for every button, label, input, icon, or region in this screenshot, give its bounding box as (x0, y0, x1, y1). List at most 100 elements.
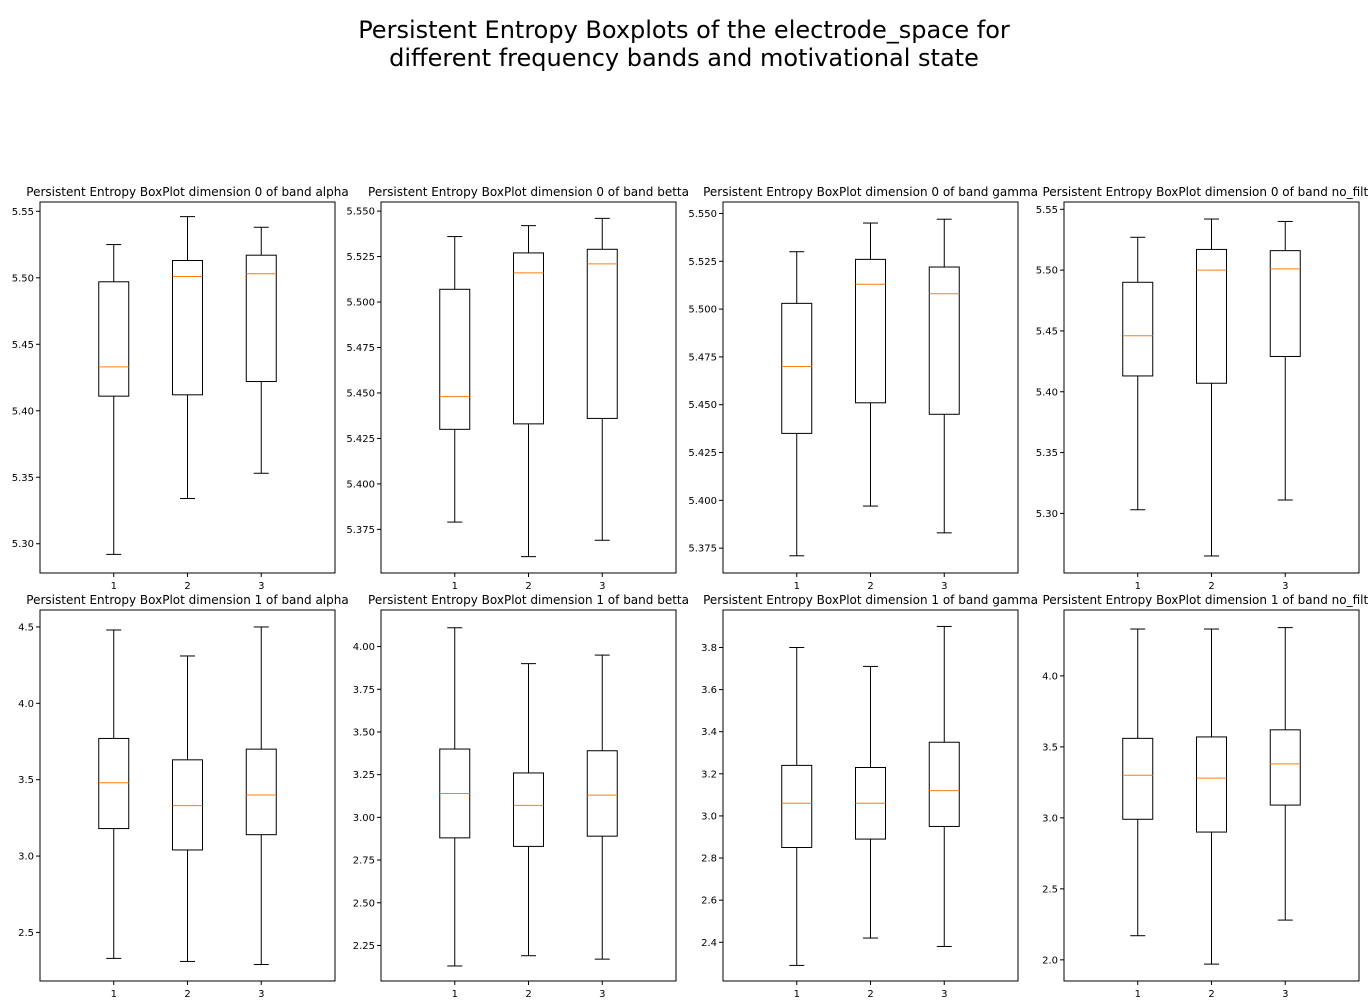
y-tick-label: 2.5 (18, 928, 34, 939)
y-tick-label: 5.500 (346, 298, 375, 309)
y-tick-label: 5.400 (688, 496, 717, 507)
y-tick-label: 5.40 (1036, 387, 1058, 398)
y-tick-label: 2.50 (353, 898, 375, 909)
box-2 (855, 222, 886, 507)
y-tick-label: 5.475 (688, 352, 717, 363)
axes-frame (39, 201, 336, 574)
x-tick-label: 2 (1208, 581, 1214, 592)
y-tick-label: 5.450 (688, 400, 717, 411)
iqr-box (439, 288, 471, 430)
y-tick-label: 3.0 (18, 852, 34, 863)
y-tick-label: 5.30 (12, 539, 34, 550)
box-3 (928, 218, 960, 534)
y-tick-label: 2.0 (1042, 955, 1058, 966)
iqr-box (98, 737, 130, 830)
subplot-title: Persistent Entropy BoxPlot dimension 1 o… (1042, 593, 1368, 607)
iqr-box (1196, 248, 1227, 384)
x-tick-label: 2 (525, 989, 531, 1000)
axes-frame (1063, 609, 1360, 982)
y-tick-label: 5.50 (12, 273, 34, 284)
y-tick-label: 5.45 (12, 340, 34, 351)
y-tick-label: 3.0 (701, 811, 717, 822)
y-tick-label: 3.75 (353, 685, 375, 696)
iqr-box (855, 258, 886, 404)
x-tick-label: 2 (867, 989, 873, 1000)
iqr-box (245, 748, 277, 836)
iqr-box (781, 764, 813, 849)
subplot-title: Persistent Entropy BoxPlot dimension 0 o… (26, 185, 348, 199)
y-tick-label: 3.4 (701, 727, 717, 738)
y-tick-label: 2.6 (701, 896, 717, 907)
box-3 (1269, 627, 1301, 921)
figure-title-line-1: Persistent Entropy Boxplots of the elect… (358, 16, 1010, 44)
y-tick-label: 3.8 (701, 643, 717, 654)
box-2 (513, 663, 544, 957)
box-1 (1122, 236, 1154, 511)
subplot-title: Persistent Entropy BoxPlot dimension 1 o… (368, 593, 689, 607)
x-tick-label: 3 (1282, 581, 1288, 592)
iqr-box (513, 772, 544, 847)
y-tick-label: 3.5 (1042, 742, 1058, 753)
box-3 (586, 217, 618, 541)
y-tick-label: 5.525 (346, 252, 375, 263)
y-tick-label: 5.500 (688, 305, 717, 316)
x-tick-label: 1 (111, 989, 117, 1000)
axes-frame (1063, 201, 1360, 574)
y-tick-label: 3.00 (353, 813, 375, 824)
x-tick-label: 3 (258, 989, 264, 1000)
subplot-6: Persistent Entropy BoxPlot dimension 1 o… (353, 593, 689, 1000)
box-3 (245, 626, 277, 966)
x-tick-label: 1 (794, 989, 800, 1000)
iqr-box (1122, 281, 1154, 377)
iqr-box (586, 750, 618, 837)
y-tick-label: 3.0 (1042, 813, 1058, 824)
y-tick-label: 4.0 (18, 699, 34, 710)
y-tick-label: 3.2 (701, 769, 717, 780)
subplot-5: Persistent Entropy BoxPlot dimension 1 o… (18, 593, 349, 1000)
axes-frame (380, 609, 677, 982)
y-tick-label: 5.425 (346, 434, 375, 445)
x-tick-label: 1 (111, 581, 117, 592)
y-tick-label: 3.25 (353, 770, 375, 781)
subplot-2: Persistent Entropy BoxPlot dimension 0 o… (346, 185, 689, 592)
box-1 (1122, 628, 1154, 937)
y-tick-label: 4.0 (1042, 671, 1058, 682)
iqr-box (98, 281, 130, 397)
iqr-box (586, 248, 618, 419)
x-tick-label: 1 (1135, 581, 1141, 592)
y-tick-label: 2.25 (353, 941, 375, 952)
iqr-box (781, 302, 813, 434)
y-tick-label: 5.425 (688, 448, 717, 459)
x-tick-label: 2 (525, 581, 531, 592)
x-tick-label: 1 (794, 581, 800, 592)
subplot-3: Persistent Entropy BoxPlot dimension 0 o… (688, 185, 1038, 592)
y-tick-label: 5.400 (346, 479, 375, 490)
y-tick-label: 5.475 (346, 343, 375, 354)
axes-frame (722, 201, 1019, 574)
x-tick-label: 1 (1135, 989, 1141, 1000)
y-tick-label: 5.375 (346, 525, 375, 536)
y-tick-label: 3.5 (18, 775, 34, 786)
y-tick-label: 5.50 (1036, 266, 1058, 277)
y-tick-label: 2.8 (701, 854, 717, 865)
x-tick-label: 3 (599, 989, 605, 1000)
iqr-box (1269, 250, 1301, 357)
box-2 (513, 225, 544, 558)
x-tick-label: 1 (452, 581, 458, 592)
box-3 (1269, 220, 1301, 501)
subplot-4: Persistent Entropy BoxPlot dimension 0 o… (1036, 185, 1368, 592)
iqr-box (172, 759, 203, 851)
iqr-box (245, 254, 277, 383)
y-tick-label: 5.550 (688, 209, 717, 220)
figure-title: Persistent Entropy Boxplots of the elect… (0, 16, 1368, 72)
x-tick-label: 3 (599, 581, 605, 592)
axes-frame (380, 201, 677, 574)
subplot-1: Persistent Entropy BoxPlot dimension 0 o… (12, 185, 349, 592)
x-tick-label: 3 (941, 581, 947, 592)
iqr-box (172, 260, 203, 396)
y-tick-label: 4.00 (353, 642, 375, 653)
axes-frame (722, 609, 1019, 982)
box-2 (172, 655, 203, 962)
x-tick-label: 2 (184, 989, 190, 1000)
subplot-7: Persistent Entropy BoxPlot dimension 1 o… (701, 593, 1038, 1000)
